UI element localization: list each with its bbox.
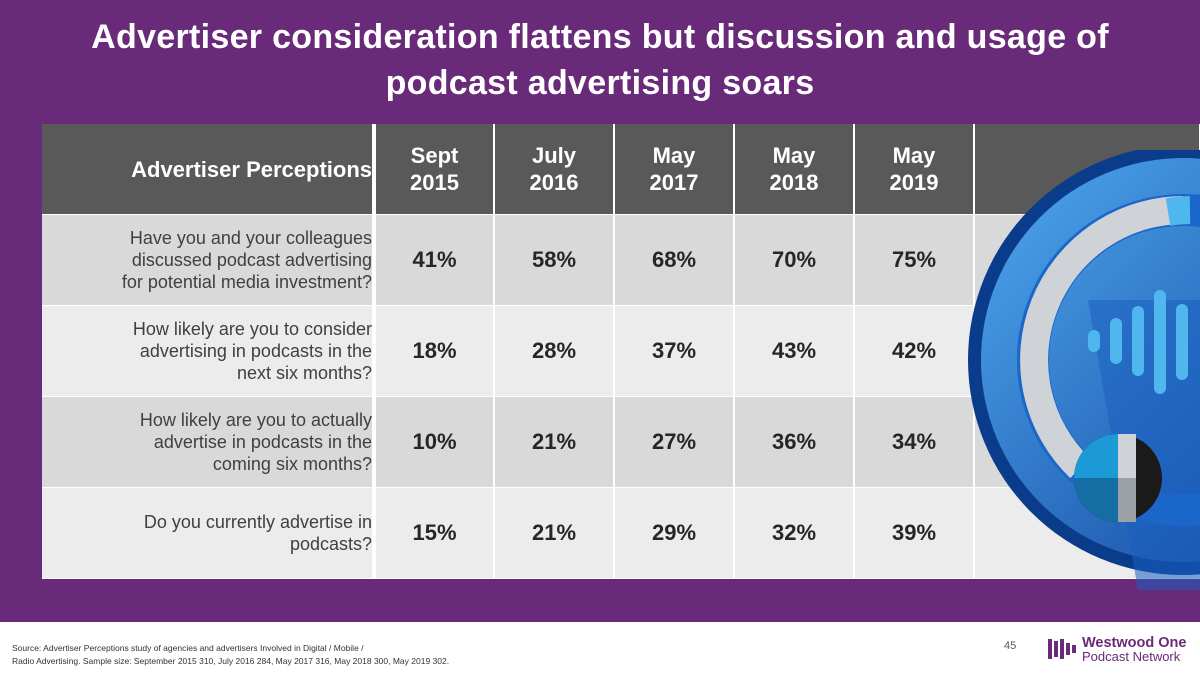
row-value: 27% <box>614 396 735 488</box>
row-value: 41% <box>374 214 495 306</box>
brand-name: Westwood One <box>1082 635 1187 651</box>
brand-logo: Westwood One Podcast Network <box>1048 635 1198 665</box>
header-col-2015: Sept 2015 <box>374 124 495 215</box>
row-question: How likely are you to actually advertise … <box>42 396 376 488</box>
row-value: 37% <box>614 305 735 397</box>
source-note: Source: Advertiser Perceptions study of … <box>12 642 449 668</box>
row-value: 15% <box>374 487 495 579</box>
header-label: Advertiser Perceptions <box>42 124 376 215</box>
row-value: 75% <box>854 214 975 306</box>
header-col-2017: May 2017 <box>614 124 735 215</box>
row-value: 10% <box>374 396 495 488</box>
header-row: Advertiser Perceptions Sept 2015 July 2016… <box>42 124 1200 215</box>
row-value: 68% <box>614 214 735 306</box>
footer <box>0 622 1200 675</box>
row-value: 58% <box>494 214 615 306</box>
row-question: Do you currently advertise in podcasts? <box>42 487 376 579</box>
row-value: 21% <box>494 487 615 579</box>
header-col-2016: July 2016 <box>494 124 615 215</box>
row-value: 28% <box>494 305 615 397</box>
page-number: 45 <box>1004 640 1017 652</box>
row-value: 34% <box>854 396 975 488</box>
brand-waveform-icon <box>1048 639 1076 659</box>
header-col-2019: May 2019 <box>854 124 975 215</box>
row-value: 43% <box>734 305 855 397</box>
row-value: 70% <box>734 214 855 306</box>
row-value: 42% <box>854 305 975 397</box>
page-title: Advertiser consideration flattens but di… <box>40 14 1160 106</box>
row-value: 18% <box>374 305 495 397</box>
row-value: 36% <box>734 396 855 488</box>
row-value: 21% <box>494 396 615 488</box>
header-col-2018: May 2018 <box>734 124 855 215</box>
source-line-2: Radio Advertising. Sample size: Septembe… <box>12 656 450 666</box>
row-value: 29% <box>614 487 735 579</box>
row-value: 32% <box>734 487 855 579</box>
title-line-1: Advertiser consideration flattens but di… <box>91 18 1109 56</box>
podcast-logo-icon <box>968 150 1200 590</box>
source-line-1: Source: Advertiser Perceptions study of … <box>12 643 364 653</box>
row-question: How likely are you to consider advertisin… <box>42 305 376 397</box>
brand-subtitle: Podcast Network <box>1082 649 1181 664</box>
row-value: 39% <box>854 487 975 579</box>
title-line-2: podcast advertising soars <box>385 64 815 102</box>
row-question: Have you and your colleagues discussed po… <box>42 214 376 306</box>
